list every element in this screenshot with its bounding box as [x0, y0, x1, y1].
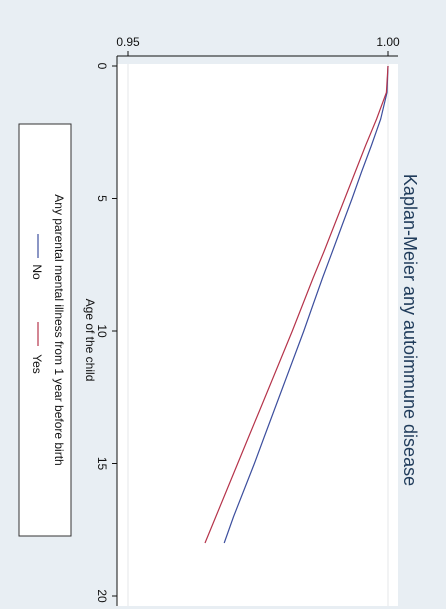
- value-tick-label-1: 1.00: [376, 35, 400, 49]
- age-axis-ticks: 0 5 10 15 20: [95, 63, 117, 603]
- value-tick-label-0: 0.95: [116, 35, 140, 49]
- legend-title: Any parental mental illness from 1 year …: [52, 194, 66, 465]
- age-tick-label-0: 0: [95, 63, 109, 70]
- plot-area: [117, 64, 398, 606]
- legend-label-no: No: [30, 264, 44, 280]
- age-tick-label-3: 15: [95, 457, 109, 471]
- survival-curves: [204, 65, 389, 544]
- series-line-yes: [204, 65, 389, 544]
- legend-label-yes: Yes: [30, 354, 44, 374]
- series-line-no: [223, 65, 389, 544]
- legend-box: [18, 123, 72, 537]
- age-tick-label-1: 5: [95, 195, 109, 202]
- age-tick-label-2: 10: [95, 324, 109, 338]
- legend: Any parental mental illness from 1 year …: [18, 123, 72, 537]
- chart-title: Kaplan-Meier any autoimmune disease: [400, 174, 420, 486]
- age-tick-label-4: 20: [95, 589, 109, 603]
- x-axis-label: Age of the child: [83, 299, 97, 382]
- value-axis-ticks: 0.95 1.00: [116, 35, 400, 56]
- gridlines: [127, 64, 389, 606]
